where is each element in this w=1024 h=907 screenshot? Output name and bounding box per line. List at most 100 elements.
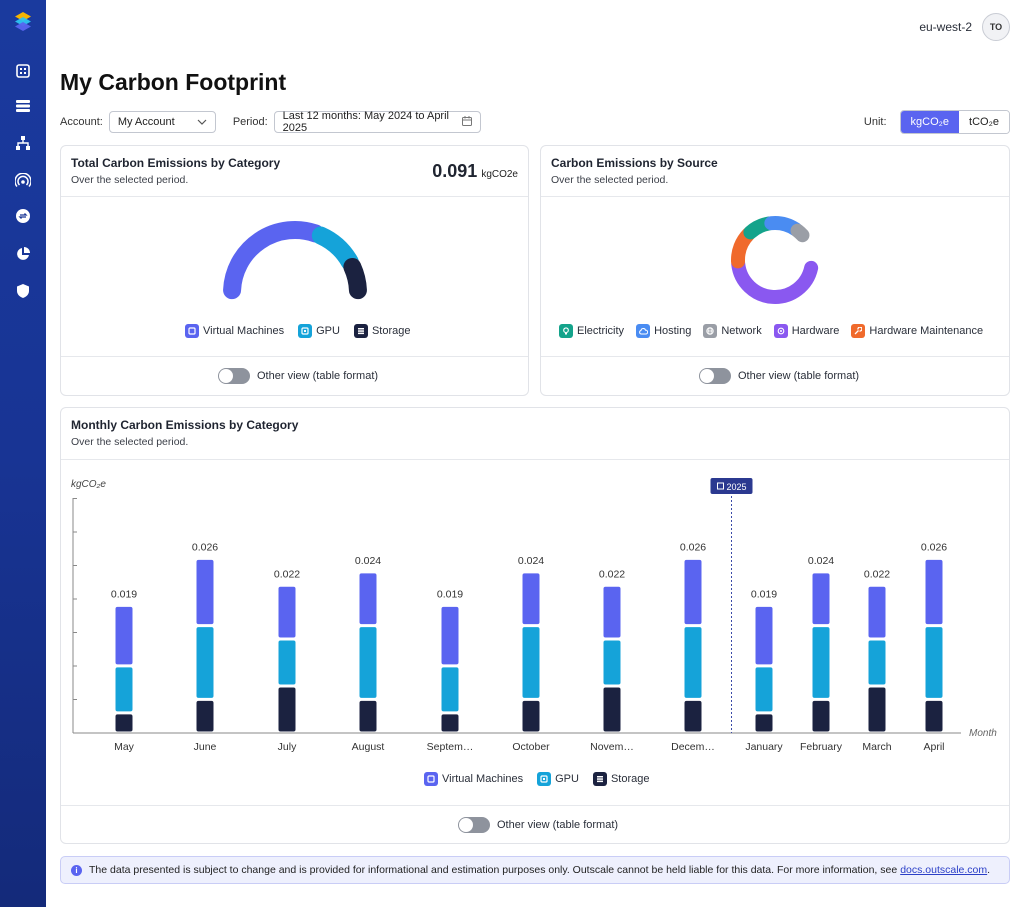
pie-chart-icon[interactable]: [13, 244, 33, 264]
source-table-toggle[interactable]: Other view (table format): [699, 368, 859, 384]
legend-storage[interactable]: Storage: [592, 772, 650, 786]
bar-segment-storage[interactable]: [603, 687, 621, 732]
toggle-switch[interactable]: [218, 368, 250, 384]
legend-hardware-maintenance[interactable]: Hardware Maintenance: [851, 324, 983, 338]
bar-segment-virtual-machines[interactable]: [684, 559, 702, 625]
bar-total-label: 0.019: [111, 588, 137, 600]
network-tree-icon[interactable]: [13, 133, 33, 153]
bar-segment-gpu[interactable]: [603, 640, 621, 685]
legend-network-label: Network: [721, 325, 762, 337]
source-card: Carbon Emissions by Source Over the sele…: [540, 145, 1010, 396]
unit-option-tco2e[interactable]: tCO₂e: [959, 111, 1009, 133]
legend-network[interactable]: Network: [703, 324, 762, 338]
donut-slice-hardware[interactable]: [731, 256, 819, 304]
legend-gpu[interactable]: GPU: [298, 324, 340, 338]
storage-icon: [592, 772, 607, 786]
legend-storage[interactable]: Storage: [353, 324, 411, 338]
gauge-segment-gpu[interactable]: [311, 226, 359, 271]
period-select[interactable]: Last 12 months: May 2024 to April 2025: [273, 110, 481, 134]
list-icon[interactable]: [13, 96, 33, 116]
x-tick-label: April: [923, 741, 944, 753]
sidebar: [0, 0, 46, 907]
bar-segment-storage[interactable]: [522, 700, 540, 732]
bar-segment-gpu[interactable]: [755, 667, 773, 712]
gauge-segment-virtual-machines[interactable]: [223, 221, 325, 300]
bar-segment-storage[interactable]: [115, 714, 133, 732]
broadcast-icon[interactable]: [13, 170, 33, 190]
bar-segment-virtual-machines[interactable]: [925, 559, 943, 625]
bar-segment-virtual-machines[interactable]: [755, 606, 773, 665]
legend-storage-label: Storage: [610, 773, 650, 785]
bar-segment-gpu[interactable]: [868, 640, 886, 685]
source-donut: [731, 216, 819, 304]
bar-segment-gpu[interactable]: [684, 627, 702, 698]
disclaimer-bar: i The data presented is subject to chang…: [60, 856, 1010, 884]
bar-segment-storage[interactable]: [868, 687, 886, 732]
bar-segment-gpu[interactable]: [812, 627, 830, 698]
bar-segment-storage[interactable]: [812, 700, 830, 732]
donut-slice-network[interactable]: [790, 223, 810, 243]
divider: [61, 805, 1009, 806]
legend-hardware[interactable]: Hardware: [773, 324, 840, 338]
bar-segment-storage[interactable]: [755, 714, 773, 732]
bar-segment-virtual-machines[interactable]: [359, 573, 377, 625]
topbar-user: eu-west-2 TO: [919, 13, 1010, 41]
bar-segment-virtual-machines[interactable]: [196, 559, 214, 625]
bar-segment-gpu[interactable]: [115, 667, 133, 712]
x-tick-label: July: [278, 741, 297, 753]
category-table-toggle[interactable]: Other view (table format): [218, 368, 378, 384]
bar-segment-storage[interactable]: [278, 687, 296, 732]
bar-segment-virtual-machines[interactable]: [812, 573, 830, 625]
unit-option-kgco2e[interactable]: kgCO₂e: [900, 111, 960, 133]
toggle-switch[interactable]: [458, 817, 490, 833]
toggle-switch[interactable]: [699, 368, 731, 384]
legend-gpu[interactable]: GPU: [537, 772, 579, 786]
bar-segment-storage[interactable]: [196, 700, 214, 732]
bar-segment-gpu[interactable]: [278, 640, 296, 685]
avatar[interactable]: TO: [982, 13, 1010, 41]
category-gauge: [223, 221, 367, 300]
info-icon: i: [71, 864, 82, 876]
legend-hosting[interactable]: Hosting: [636, 324, 691, 338]
sync-icon[interactable]: [13, 206, 33, 226]
bar-segment-gpu[interactable]: [359, 627, 377, 698]
bar-segment-virtual-machines[interactable]: [603, 586, 621, 638]
shield-icon[interactable]: [13, 281, 33, 301]
bar-segment-gpu[interactable]: [925, 627, 943, 698]
category-card-title: Total Carbon Emissions by Category: [71, 156, 281, 170]
bar-segment-virtual-machines[interactable]: [115, 606, 133, 665]
bar-segment-storage[interactable]: [359, 700, 377, 732]
vm-icon: [185, 324, 199, 338]
bar-segment-storage[interactable]: [441, 714, 459, 732]
bar-segment-virtual-machines[interactable]: [522, 573, 540, 625]
bar-segment-virtual-machines[interactable]: [441, 606, 459, 665]
vm-icon: [424, 772, 438, 786]
monthly-table-toggle[interactable]: Other view (table format): [458, 817, 618, 833]
account-select[interactable]: My Account: [108, 111, 216, 133]
outscale-logo-icon[interactable]: [13, 11, 33, 33]
bar-total-label: 0.026: [192, 541, 218, 553]
dashboard-icon[interactable]: [13, 61, 33, 81]
bar-segment-virtual-machines[interactable]: [868, 586, 886, 638]
bar-segment-storage[interactable]: [684, 700, 702, 732]
bar-segment-gpu[interactable]: [441, 667, 459, 712]
legend-vm-label: Virtual Machines: [442, 773, 524, 785]
legend-hardware-label: Hardware: [791, 325, 840, 337]
monthly-bar-chart: kgCO₂e Month 2025 0.019 May 0.026 June 0.022 Jul…: [71, 478, 997, 753]
gauge-segment-storage[interactable]: [343, 257, 367, 300]
docs-link[interactable]: docs.outscale.com: [900, 864, 988, 876]
legend-electricity[interactable]: Electricity: [559, 324, 624, 338]
x-axis-label: Month: [969, 728, 997, 739]
divider: [61, 356, 528, 357]
x-tick-label: February: [800, 741, 843, 753]
legend-vm-label: Virtual Machines: [203, 325, 285, 337]
bar-total-label: 0.019: [751, 588, 777, 600]
bar-segment-gpu[interactable]: [196, 627, 214, 698]
legend-vm[interactable]: Virtual Machines: [185, 324, 284, 338]
region-label[interactable]: eu-west-2: [919, 20, 972, 34]
legend-vm[interactable]: Virtual Machines: [424, 772, 523, 786]
bar-segment-storage[interactable]: [925, 700, 943, 732]
bar-segment-virtual-machines[interactable]: [278, 586, 296, 638]
bar-segment-gpu[interactable]: [522, 627, 540, 698]
toggle-label: Other view (table format): [738, 370, 860, 382]
